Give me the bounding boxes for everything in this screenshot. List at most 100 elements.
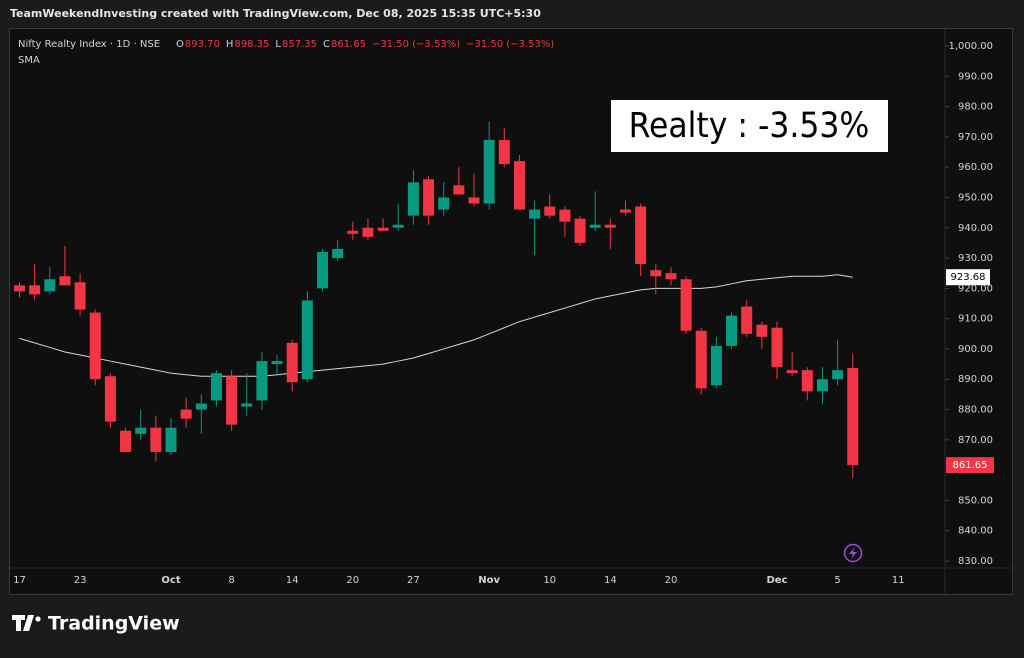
candle-body: [498, 139, 510, 165]
legend-key: H: [226, 39, 234, 50]
x-tick-label: 14: [286, 575, 299, 586]
candle-body: [180, 409, 192, 419]
candle-body: [801, 370, 813, 392]
x-tick-label: Nov: [478, 575, 500, 586]
candle-body: [14, 285, 25, 292]
candle-body: [544, 206, 556, 216]
header-text: TeamWeekendInvesting created with Tradin…: [10, 7, 541, 20]
legend-value: 861.65: [331, 39, 366, 50]
y-tick-label: 950.00: [958, 192, 993, 203]
alert-bolt: [849, 547, 857, 559]
legend-value: 898.35: [234, 39, 269, 50]
candle-body: [847, 368, 859, 466]
y-tick-label: 850.00: [958, 495, 993, 506]
x-tick-label: 5: [834, 575, 840, 586]
candle-body: [347, 230, 359, 234]
candle-body: [771, 327, 783, 368]
alert-icon[interactable]: [843, 543, 863, 563]
candle-body: [226, 376, 238, 425]
legend-value: 893.70: [185, 39, 220, 50]
candle-body: [165, 427, 177, 452]
candle-body: [529, 209, 541, 219]
y-tick-label: 880.00: [958, 405, 993, 416]
legend-value: 857.35: [282, 39, 317, 50]
candle-body: [650, 270, 662, 277]
candle-body: [710, 345, 722, 386]
y-tick-label: 900.00: [958, 344, 993, 355]
candle-body: [332, 248, 344, 259]
x-tick-label: 23: [74, 575, 87, 586]
brand-logo-dot: [35, 616, 41, 622]
annotation: Realty : -3.53%: [629, 106, 870, 146]
legend-key: L: [275, 39, 281, 50]
y-tick-label: 930.00: [958, 253, 993, 264]
candle-body: [438, 197, 450, 210]
legend-change: −31.50 (−3.53%): [466, 39, 554, 50]
candle-body: [574, 218, 586, 243]
candle-body: [665, 273, 677, 280]
x-tick-label: Oct: [161, 575, 180, 586]
candle-body: [483, 139, 495, 204]
y-tick-label: 910.00: [958, 314, 993, 325]
brand-logo: [12, 615, 34, 631]
x-tick-label: 17: [13, 575, 26, 586]
plot: [14, 45, 949, 562]
y-tick-label: 940.00: [958, 223, 993, 234]
sma-line: [19, 274, 853, 377]
indicator-label: SMA: [18, 55, 40, 66]
candle-body: [377, 227, 389, 231]
candle-body: [559, 209, 571, 222]
x-tick-label: 14: [604, 575, 617, 586]
brand-name: TradingView: [48, 613, 180, 635]
candle-body: [604, 224, 616, 228]
candle-body: [286, 342, 298, 383]
candle-body: [816, 379, 828, 392]
candle-body: [392, 224, 404, 228]
candle-body: [620, 209, 631, 213]
candle-body: [210, 373, 222, 401]
candle-body: [453, 185, 465, 195]
candle-body: [150, 427, 162, 452]
last-price-label: 861.65: [953, 460, 988, 471]
candle-body: [241, 403, 253, 407]
candle-body: [59, 276, 71, 286]
y-tick-label: 890.00: [958, 374, 993, 385]
candle-body: [135, 427, 147, 434]
candle-body: [256, 361, 268, 401]
ohlc-legend: O 893.70 H 898.35 L 857.35 C 861.65 −31.50 (−3.5…: [176, 39, 554, 50]
legend-change: −31.50 (−3.53%): [372, 39, 460, 50]
candle-body: [423, 179, 435, 216]
sma-price-box: [946, 269, 990, 286]
candle-body: [468, 197, 480, 204]
x-tick-label: 10: [543, 575, 556, 586]
y-tick-label: 830.00: [958, 556, 993, 567]
legend-key: O: [176, 39, 184, 50]
y-tick-label: 840.00: [958, 526, 993, 537]
candle-body: [635, 206, 647, 265]
candle-body: [89, 312, 101, 380]
candle-body: [74, 282, 86, 310]
candle-body: [589, 224, 601, 228]
y-tick-label: 980.00: [958, 102, 993, 113]
candle-body: [513, 161, 525, 210]
y-tick-label: 990.00: [958, 71, 993, 82]
candle-body: [726, 315, 738, 346]
x-tick-label: 11: [892, 575, 905, 586]
candle-body: [741, 306, 753, 334]
candle-body: [680, 279, 692, 331]
candle-body: [301, 300, 313, 380]
x-tick-label: 8: [228, 575, 234, 586]
legend-key: C: [323, 39, 330, 50]
y-tick-label: 1,000.00: [948, 41, 993, 52]
x-tick-label: 27: [407, 575, 420, 586]
candle-body: [756, 324, 768, 337]
candle-body: [407, 182, 419, 216]
candle-body: [104, 376, 116, 422]
annotation-box: [611, 100, 888, 152]
y-tick-label: 920.00: [958, 283, 993, 294]
candle-body: [362, 227, 374, 237]
candle-body: [120, 430, 132, 452]
candle-body: [317, 251, 328, 289]
x-tick-label: Dec: [766, 575, 787, 586]
